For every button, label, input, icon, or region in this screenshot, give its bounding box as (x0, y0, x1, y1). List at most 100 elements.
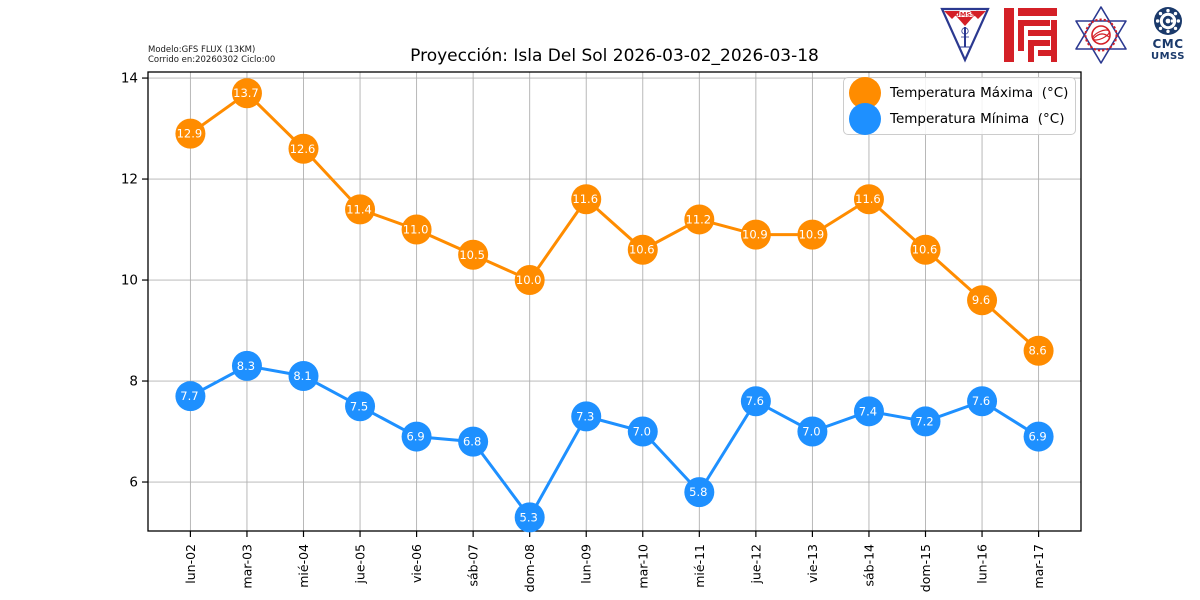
series-line (189, 364, 1040, 519)
x-tick-label: sáb-14 (861, 544, 876, 587)
data-point-label: 6.9 (1028, 430, 1046, 444)
data-point-marker (288, 133, 319, 164)
x-tick-label: mié-11 (692, 544, 707, 588)
plot-border (147, 71, 1082, 532)
legend-label-min: Temperatura Mínima (°C) (890, 111, 1065, 127)
data-point-label: 11.0 (403, 223, 429, 237)
data-point-marker (175, 118, 206, 149)
data-point-marker (853, 396, 884, 427)
x-tick-label: mar-10 (635, 544, 650, 589)
cmc-umss-logo: CMC UMSS (1151, 7, 1185, 62)
data-point-marker (967, 285, 998, 316)
x-tick-label: lun-02 (183, 544, 198, 584)
x-tick-label: vie-06 (409, 544, 424, 583)
data-point-label: 10.9 (799, 228, 825, 242)
x-tick-label: mar-03 (239, 544, 254, 589)
data-point-label: 6.8 (463, 435, 481, 449)
data-point-marker (345, 391, 376, 422)
data-point-marker (1023, 335, 1054, 366)
data-point-marker (1023, 421, 1054, 452)
x-tick-label: jue-05 (353, 544, 368, 585)
data-point-label: 8.1 (293, 369, 311, 383)
x-tick-label: mié-04 (296, 544, 311, 588)
data-point-marker (288, 360, 319, 391)
data-point-label: 8.6 (1028, 344, 1046, 358)
y-tick-label: 8 (129, 374, 138, 390)
data-point-label: 11.6 (855, 192, 881, 206)
data-point-label: 7.6 (746, 394, 764, 408)
data-point-label: 8.3 (237, 359, 255, 373)
data-point-marker (231, 78, 262, 109)
series-line (189, 91, 1040, 352)
data-point-marker (853, 184, 884, 215)
data-point-marker (684, 204, 715, 235)
x-tick-label: lun-16 (975, 544, 990, 584)
legend-item-min: Temperatura Mínima (°C) (848, 103, 1071, 135)
legend-label-max: Temperatura Máxima (°C) (890, 85, 1069, 101)
data-point-label: 7.2 (915, 414, 933, 428)
data-point-marker (910, 234, 941, 265)
data-point-label: 5.8 (689, 485, 707, 499)
data-point-label: 10.5 (459, 248, 485, 262)
legend-item-max: Temperatura Máxima (°C) (848, 77, 1071, 109)
data-point-label: 11.4 (346, 202, 372, 216)
data-point-label: 11.2 (686, 212, 712, 226)
y-tick-label: 6 (129, 475, 138, 491)
data-point-marker (231, 350, 262, 381)
data-point-label: 7.3 (576, 409, 594, 423)
data-point-label: 10.6 (912, 243, 938, 257)
data-point-marker (345, 194, 376, 225)
data-point-marker (458, 426, 489, 457)
x-tick-label: jue-12 (748, 544, 763, 585)
data-point-marker (967, 386, 998, 417)
data-point-marker (458, 239, 489, 270)
umss-shield-logo: UMSS (940, 7, 990, 63)
data-point-label: 11.6 (572, 192, 598, 206)
data-point-marker (514, 265, 545, 296)
data-point-label: 10.9 (742, 228, 768, 242)
data-point-marker (627, 416, 658, 447)
model-run-info: Modelo:GFS FLUX (13KM) Corrido en:202603… (148, 45, 276, 65)
x-tick-label: lun-09 (579, 544, 594, 584)
data-point-label: 12.6 (290, 142, 316, 156)
data-point-marker (401, 421, 432, 452)
y-tick-label: 12 (121, 172, 138, 188)
page-title: Proyección: Isla Del Sol 2026-03-02_2026… (410, 46, 819, 66)
data-point-label: 7.6 (972, 394, 990, 408)
data-point-label: 10.0 (516, 273, 542, 287)
x-tick-label: vie-13 (805, 544, 820, 583)
chart-legend: Temperatura Máxima (°C) Temperatura Míni… (843, 77, 1076, 135)
data-point-label: 7.4 (859, 404, 877, 418)
data-point-label: 12.9 (177, 127, 203, 141)
data-point-marker (740, 386, 771, 417)
data-point-marker (684, 477, 715, 508)
data-point-label: 7.5 (350, 399, 368, 413)
data-point-marker (797, 416, 828, 447)
x-tick-label: sáb-07 (466, 544, 481, 587)
data-point-label: 10.6 (629, 243, 655, 257)
umss-shield-text: UMSS (955, 11, 976, 19)
data-point-label: 6.9 (406, 430, 424, 444)
data-point-marker (401, 214, 432, 245)
data-point-label: 7.0 (802, 425, 820, 439)
data-point-marker (910, 406, 941, 437)
cmc-umss-text: UMSS (1151, 51, 1185, 62)
data-point-marker (571, 401, 602, 432)
min-temp-marker-icon (849, 103, 881, 135)
logo-bar: UMSS (940, 6, 1192, 64)
y-tick-label: 10 (121, 273, 138, 289)
laboratory-star-logo (1075, 6, 1127, 64)
x-tick-label: dom-15 (918, 544, 933, 592)
model-name: Modelo:GFS FLUX (13KM) (148, 45, 256, 55)
data-point-marker (627, 234, 658, 265)
fcyt-logo (1004, 8, 1057, 62)
x-tick-label: mar-17 (1031, 544, 1046, 589)
data-point-label: 13.7 (233, 86, 259, 100)
model-run-cycle: Corrido en:20260302 Ciclo:00 (148, 54, 276, 65)
data-point-marker (514, 502, 545, 533)
data-point-marker (740, 219, 771, 250)
cmc-text: CMC (1152, 37, 1183, 51)
data-point-label: 9.6 (972, 293, 990, 307)
